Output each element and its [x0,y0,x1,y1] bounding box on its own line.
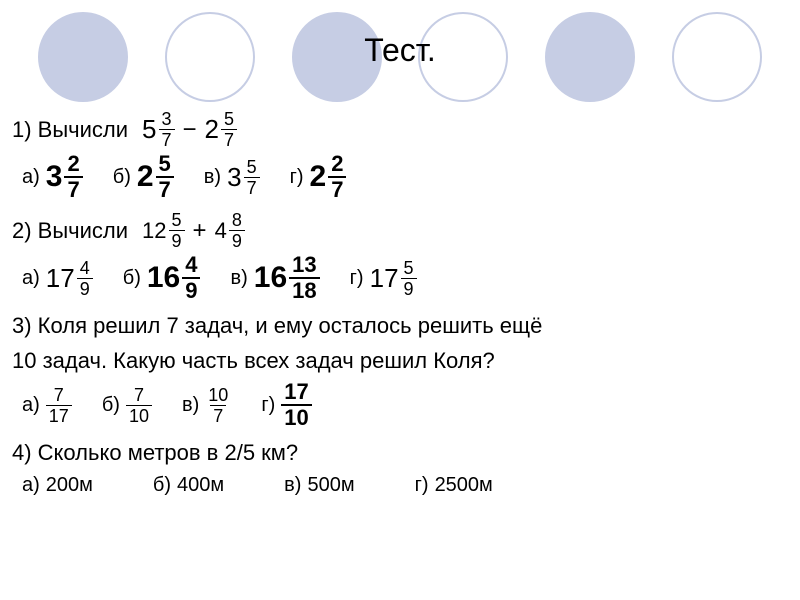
q3-answers: а)717 б)710 в)107 г)1710 [12,381,788,429]
answer-label: а) [22,267,40,290]
answer-label: б) [102,394,120,417]
answer-option[interactable]: в) 500м [284,474,354,497]
answer-option[interactable]: г) 2500м [415,474,493,497]
answer-label: а) [22,474,40,497]
answer-label: г) [415,474,429,497]
answer-option[interactable]: г)227 [290,153,347,201]
answer-text: 500м [307,474,354,497]
q2-answers: а)1749 б)1649 в)161318 г)1759 [12,254,788,302]
answer-option[interactable]: г)1710 [261,381,311,429]
answer-label: в) [204,166,221,189]
answer-option[interactable]: в)107 [182,386,231,425]
answer-label: в) [230,267,247,290]
answer-option[interactable]: в)161318 [230,254,319,302]
answer-text: 200м [46,474,93,497]
answer-label: а) [22,166,40,189]
answer-option[interactable]: б)710 [102,386,152,425]
answer-label: в) [182,394,199,417]
q2-expr: 12 59 + 4 89 [142,211,245,250]
answer-label: б) [113,166,131,189]
answer-text: 2500м [435,474,493,497]
answer-text: 400м [177,474,224,497]
answer-label: г) [261,394,275,417]
answer-option[interactable]: а)717 [22,386,72,425]
answer-label: в) [284,474,301,497]
q3-line2: 10 задач. Какую часть всех задач решил К… [12,347,788,376]
answer-option[interactable]: б)1649 [123,254,201,302]
q4-prompt: 4) Сколько метров в 2/5 км? [12,439,788,468]
q1-expr: 5 37 − 2 57 [142,110,237,149]
answer-label: б) [153,474,171,497]
q2-prompt: 2) Вычисли [12,218,128,244]
answer-option[interactable]: а)327 [22,153,83,201]
q2-row: 2) Вычисли 12 59 + 4 89 [12,211,788,250]
q4-answers: а) 200м б) 400м в) 500м г) 2500м [12,474,788,497]
q1-answers: а)327 б)257 в)357 г)227 [12,153,788,201]
answer-label: а) [22,394,40,417]
answer-option[interactable]: б)257 [113,153,174,201]
q1-row: 1) Вычисли 5 37 − 2 57 [12,110,788,149]
answer-option[interactable]: г)1759 [350,259,417,298]
test-content: 1) Вычисли 5 37 − 2 57 а)327 б)257 в)357 г)… [12,110,788,497]
answer-label: г) [350,267,364,290]
answer-option[interactable]: в)357 [204,158,260,197]
answer-label: г) [290,166,304,189]
answer-label: б) [123,267,141,290]
q3-line1: 3) Коля решил 7 задач, и ему осталось ре… [12,312,788,341]
page-title: Тест. [0,32,800,69]
q1-prompt: 1) Вычисли [12,117,128,143]
answer-option[interactable]: а)1749 [22,259,93,298]
answer-option[interactable]: а) 200м [22,474,93,497]
answer-option[interactable]: б) 400м [153,474,224,497]
